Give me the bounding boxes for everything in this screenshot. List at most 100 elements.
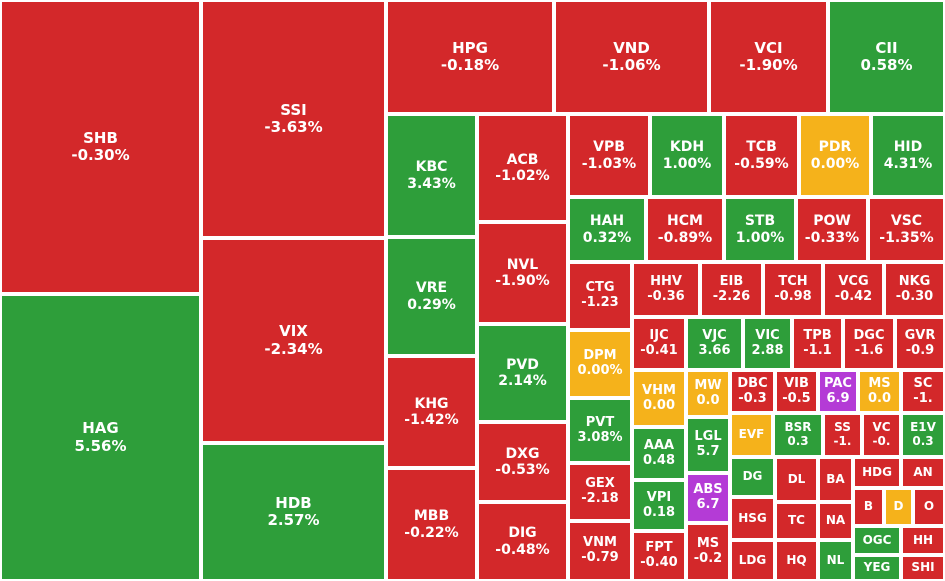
tile-dgc[interactable]: DGC -1.6	[843, 317, 895, 370]
tile-change: -1.90%	[495, 273, 550, 289]
tile-vnd[interactable]: VND -1.06%	[554, 0, 709, 114]
tile-pow[interactable]: POW -0.33%	[796, 197, 868, 262]
tile-ldg[interactable]: LDG	[730, 540, 775, 581]
tile-dxg[interactable]: DXG -0.53%	[477, 422, 568, 502]
tile-change: 0.48	[642, 452, 676, 468]
tile-hdg[interactable]: HDG	[853, 457, 901, 488]
tile-ticker: ABS	[693, 482, 723, 498]
tile-hhv[interactable]: HHV -0.36	[632, 262, 700, 317]
tile-ticker: DG	[742, 469, 763, 484]
tile-ticker: VHM	[642, 382, 676, 398]
tile-ticker: MBB	[413, 508, 450, 525]
tile-dl[interactable]: DL	[775, 457, 818, 502]
tile-nkg[interactable]: NKG -0.30	[884, 262, 945, 317]
tile-aaa[interactable]: AAA 0.48	[632, 427, 686, 480]
tile-ba[interactable]: BA	[818, 457, 853, 502]
tile-ssi[interactable]: SSI -3.63%	[201, 0, 386, 238]
tile-hsg[interactable]: HSG	[730, 497, 775, 540]
tile-ms-2[interactable]: MS -0.2	[686, 523, 730, 581]
tile-vpi[interactable]: VPI 0.18	[632, 480, 686, 531]
tile-cii[interactable]: CII 0.58%	[828, 0, 945, 114]
tile-ticker: VIC	[755, 327, 780, 343]
tile-change: -0.41	[640, 342, 678, 358]
tile-vix[interactable]: VIX -2.34%	[201, 238, 386, 443]
tile-tch[interactable]: TCH -0.98	[763, 262, 823, 317]
tile-pac[interactable]: PAC 6.9	[818, 370, 858, 413]
tile-dg[interactable]: DG	[730, 457, 775, 497]
tile-ticker: HID	[893, 139, 923, 156]
tile-vic[interactable]: VIC 2.88	[743, 317, 792, 370]
tile-change: -0.30%	[71, 146, 130, 164]
tile-nvl[interactable]: NVL -1.90%	[477, 222, 568, 324]
tile-vib[interactable]: VIB -0.5	[775, 370, 818, 413]
tile-change: 1.00%	[735, 229, 785, 246]
tile-evf[interactable]: EVF	[730, 413, 773, 457]
tile-ticker: HPG	[452, 38, 488, 57]
tile-ijc[interactable]: IJC -0.41	[632, 317, 686, 370]
tile-an[interactable]: AN	[901, 457, 945, 488]
tile-na[interactable]: NA	[818, 502, 853, 540]
tile-dbc[interactable]: DBC -0.3	[730, 370, 775, 413]
tile-ogc[interactable]: OGC	[853, 526, 901, 555]
tile-ms[interactable]: MS 0.0	[858, 370, 901, 413]
tile-yeg[interactable]: YEG	[853, 555, 901, 581]
tile-vjc[interactable]: VJC 3.66	[686, 317, 743, 370]
tile-khg[interactable]: KHG -1.42%	[386, 356, 477, 468]
tile-eib[interactable]: EIB -2.26	[700, 262, 763, 317]
tile-pvd[interactable]: PVD 2.14%	[477, 324, 568, 422]
tile-hpg[interactable]: HPG -0.18%	[386, 0, 554, 114]
tile-shb[interactable]: SHB -0.30%	[0, 0, 201, 294]
tile-nl[interactable]: NL	[818, 540, 853, 581]
tile-abs[interactable]: ABS 6.7	[686, 473, 730, 523]
tile-vsc[interactable]: VSC -1.35%	[868, 197, 945, 262]
tile-hid[interactable]: HID 4.31%	[871, 114, 945, 197]
tile-vci[interactable]: VCI -1.90%	[709, 0, 828, 114]
tile-change: -1.02%	[495, 168, 550, 184]
tile-pdr[interactable]: PDR 0.00%	[799, 114, 871, 197]
tile-vcg[interactable]: VCG -0.42	[823, 262, 884, 317]
tile-ticker: HH	[912, 532, 934, 547]
tile-tcb[interactable]: TCB -0.59%	[724, 114, 799, 197]
tile-pvt[interactable]: PVT 3.08%	[568, 398, 632, 463]
tile-bsr[interactable]: BSR 0.3	[773, 413, 823, 457]
tile-mbb[interactable]: MBB -0.22%	[386, 468, 477, 581]
tile-ticker: VC	[872, 420, 891, 435]
tile-vpb[interactable]: VPB -1.03%	[568, 114, 650, 197]
tile-vhm[interactable]: VHM 0.00	[632, 370, 686, 427]
tile-stb[interactable]: STB 1.00%	[724, 197, 796, 262]
tile-gex[interactable]: GEX -2.18	[568, 463, 632, 521]
tile-dpm[interactable]: DPM 0.00%	[568, 330, 632, 398]
tile-shi[interactable]: SHI	[901, 555, 945, 581]
tile-sc[interactable]: SC -1.	[901, 370, 945, 413]
tile-o[interactable]: O	[913, 488, 945, 526]
tile-hdb[interactable]: HDB 2.57%	[201, 443, 386, 581]
tile-gvr[interactable]: GVR -0.9	[895, 317, 945, 370]
tile-e1v[interactable]: E1V 0.3	[901, 413, 945, 457]
tile-change: -0.98	[774, 288, 812, 304]
tile-tpb[interactable]: TPB -1.1	[792, 317, 843, 370]
tile-hq[interactable]: HQ	[775, 540, 818, 581]
tile-hh[interactable]: HH	[901, 526, 945, 555]
tile-vnm[interactable]: VNM -0.79	[568, 521, 632, 581]
tile-kdh[interactable]: KDH 1.00%	[650, 114, 724, 197]
tile-acb[interactable]: ACB -1.02%	[477, 114, 568, 222]
tile-hah[interactable]: HAH 0.32%	[568, 197, 646, 262]
tile-vc[interactable]: VC -0.	[862, 413, 901, 457]
tile-tc[interactable]: TC	[775, 502, 818, 540]
tile-hag[interactable]: HAG 5.56%	[0, 294, 201, 581]
tile-hcm[interactable]: HCM -0.89%	[646, 197, 724, 262]
tile-kbc[interactable]: KBC 3.43%	[386, 114, 477, 237]
tile-d[interactable]: D	[884, 488, 913, 526]
tile-mw[interactable]: MW 0.0	[686, 370, 730, 417]
tile-b[interactable]: B	[853, 488, 884, 526]
tile-lgl[interactable]: LGL 5.7	[686, 417, 730, 473]
tile-change: -0.79	[581, 550, 619, 565]
tile-change: 0.00	[642, 397, 676, 413]
tile-fpt[interactable]: FPT -0.40	[632, 531, 686, 581]
tile-dig[interactable]: DIG -0.48%	[477, 502, 568, 581]
tile-ctg[interactable]: CTG -1.23	[568, 262, 632, 330]
tile-change: -0.22%	[404, 524, 459, 541]
tile-vre[interactable]: VRE 0.29%	[386, 237, 477, 356]
tile-ticker: TPB	[803, 327, 832, 343]
tile-ss[interactable]: SS -1.	[823, 413, 862, 457]
